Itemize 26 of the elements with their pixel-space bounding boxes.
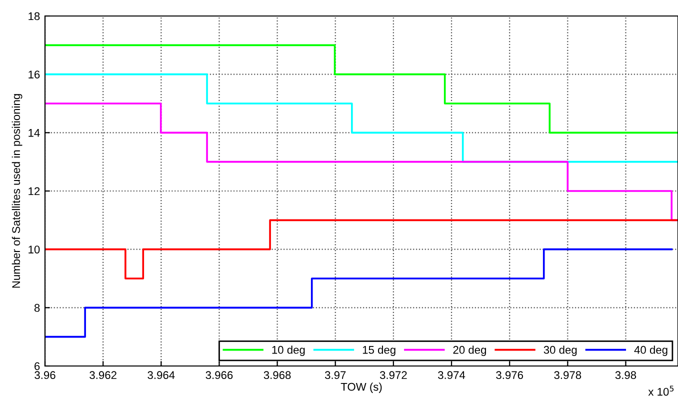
y-tick-label: 16 (28, 70, 40, 78)
x-tick-label: 3.974 (438, 371, 466, 380)
x-tick-label: 3.976 (496, 371, 524, 380)
x-axis-title: TOW (s) (340, 382, 382, 393)
y-tick-label: 12 (28, 187, 40, 196)
x-tick-label: 3.96 (34, 371, 56, 380)
y-tick-label: 6 (34, 362, 40, 370)
legend-label: 20 deg (453, 346, 486, 356)
y-tick-label: 8 (34, 304, 40, 312)
x-tick-label: 3.98 (615, 371, 636, 380)
x-tick-label: 3.972 (380, 371, 407, 380)
legend-label: 30 deg (544, 346, 577, 356)
x-tick-label: 3.968 (264, 371, 291, 380)
legend-label: 15 deg (362, 346, 396, 356)
x-tick-label: 3.966 (206, 371, 233, 380)
legend-label: 10 deg (272, 346, 305, 356)
y-tick-label: 14 (28, 129, 40, 137)
x-tick-label: 3.962 (90, 371, 116, 380)
x-tick-label: 3.964 (148, 371, 175, 380)
text: x 10$^{5}$ (648, 386, 674, 396)
x-tick-label: 3.978 (554, 371, 582, 380)
y-tick-label: 18 (28, 12, 40, 20)
y-axis-title: Number of Satellites used in positioning (12, 94, 22, 288)
x-tick-label: 3.97 (324, 371, 346, 380)
y-tick-label: 10 (28, 246, 40, 254)
legend-label: 40 deg (634, 346, 668, 356)
